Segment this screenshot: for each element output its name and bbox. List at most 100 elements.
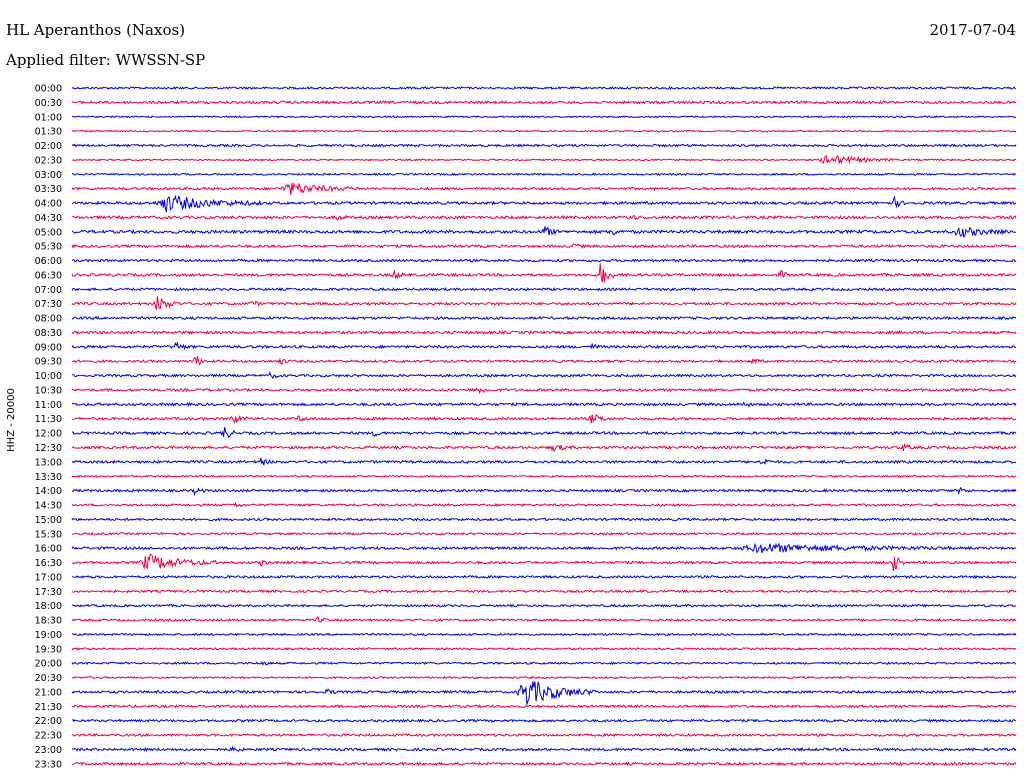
time-label: 18:30 <box>35 616 62 627</box>
seismic-trace <box>71 745 1017 752</box>
seismic-trace <box>71 603 1017 608</box>
time-label: 03:00 <box>35 170 62 181</box>
time-label: 02:30 <box>35 155 62 166</box>
seismic-trace <box>71 100 1017 105</box>
seismic-trace <box>71 330 1017 335</box>
time-label: 15:30 <box>35 529 62 540</box>
seismic-trace <box>71 675 1017 680</box>
seismic-trace <box>71 172 1017 176</box>
seismic-trace <box>71 553 1017 572</box>
seismic-trace <box>71 315 1017 321</box>
time-label-group: 00:00 00:30 01:00 01:30 02:00 02:30 03:00 03:30… <box>35 84 62 771</box>
seismic-trace <box>71 214 1017 221</box>
time-label: 00:30 <box>35 98 62 109</box>
time-label: 10:00 <box>35 371 62 382</box>
time-label: 15:00 <box>35 515 62 526</box>
seismic-trace <box>71 703 1017 709</box>
time-label: 20:30 <box>35 673 62 684</box>
time-label: 17:00 <box>35 572 62 583</box>
date-label: 2017-07-04 <box>929 21 1016 39</box>
seismic-trace <box>71 732 1017 738</box>
time-label: 06:00 <box>35 256 62 267</box>
time-label: 21:00 <box>35 687 62 698</box>
time-label: 01:00 <box>35 112 62 123</box>
time-label: 04:30 <box>35 213 62 224</box>
seismic-trace <box>71 718 1017 724</box>
seismic-trace <box>71 443 1017 453</box>
seismic-trace <box>71 660 1017 666</box>
time-label: 14:00 <box>35 486 62 497</box>
time-label: 18:00 <box>35 601 62 612</box>
seismic-trace <box>71 414 1017 424</box>
seismic-trace <box>71 486 1017 497</box>
seismic-trace <box>71 401 1017 408</box>
time-label: 16:00 <box>35 544 62 555</box>
time-label: 13:30 <box>35 472 62 483</box>
time-label: 19:30 <box>35 644 62 655</box>
seismic-trace <box>71 457 1017 466</box>
time-label: 16:30 <box>35 558 62 569</box>
seismic-trace <box>71 129 1017 133</box>
seismic-trace <box>71 371 1017 380</box>
time-label: 22:30 <box>35 731 62 742</box>
time-label: 22:00 <box>35 716 62 727</box>
time-label: 08:30 <box>35 328 62 339</box>
seismic-trace <box>71 115 1017 119</box>
seismic-trace <box>71 542 1017 554</box>
seismic-trace <box>71 616 1017 623</box>
seismic-trace <box>72 632 1017 637</box>
time-label: 11:00 <box>35 400 62 411</box>
time-label: 23:30 <box>35 759 62 770</box>
seismic-trace <box>71 517 1017 522</box>
seismic-trace <box>71 258 1017 263</box>
time-label: 20:00 <box>35 659 62 670</box>
time-label: 00:00 <box>35 84 62 95</box>
seismic-trace <box>71 589 1017 594</box>
seismic-trace <box>71 243 1017 249</box>
time-label: 21:30 <box>35 702 62 713</box>
seismic-trace <box>71 387 1017 395</box>
seismic-trace <box>71 646 1017 651</box>
seismic-trace <box>71 226 1017 238</box>
time-label: 04:00 <box>35 199 62 210</box>
seismic-trace <box>71 263 1017 283</box>
time-label: 09:30 <box>35 357 62 368</box>
time-label: 12:00 <box>35 429 62 440</box>
seismic-trace <box>71 194 1017 213</box>
seismic-trace <box>71 181 1017 196</box>
time-label: 07:00 <box>35 285 62 296</box>
time-label: 03:30 <box>35 184 62 195</box>
seismic-trace <box>71 574 1017 580</box>
seismic-trace <box>71 356 1017 366</box>
seismic-trace <box>71 341 1017 351</box>
time-label: 05:00 <box>35 227 62 238</box>
time-label: 14:30 <box>35 501 62 512</box>
seismic-trace <box>71 296 1017 311</box>
time-label: 06:30 <box>35 270 62 281</box>
time-label: 10:30 <box>35 385 62 396</box>
time-label: 01:30 <box>35 127 62 138</box>
seismic-trace <box>71 761 1017 767</box>
filter-label: Applied filter: WWSSN-SP <box>6 51 206 69</box>
trace-group <box>71 85 1017 767</box>
time-label: 12:30 <box>35 443 62 454</box>
time-label: 17:30 <box>35 587 62 598</box>
seismic-trace <box>71 155 1017 165</box>
time-label: 13:00 <box>35 457 62 468</box>
time-label: 02:00 <box>35 141 62 152</box>
seismic-trace <box>71 501 1017 508</box>
seismic-trace <box>72 474 1017 478</box>
seismic-trace <box>71 143 1017 148</box>
seismic-trace <box>71 681 1017 705</box>
time-label: 11:30 <box>35 414 62 425</box>
time-label: 19:00 <box>35 630 62 641</box>
time-label: 07:30 <box>35 299 62 310</box>
time-label: 23:00 <box>35 745 62 756</box>
time-label: 05:30 <box>35 242 62 253</box>
station-title: HL Aperanthos (Naxos) <box>6 21 186 39</box>
seismic-trace <box>71 85 1017 91</box>
time-label: 08:00 <box>35 314 62 325</box>
seismic-trace <box>71 287 1017 292</box>
seismic-trace <box>71 427 1017 439</box>
